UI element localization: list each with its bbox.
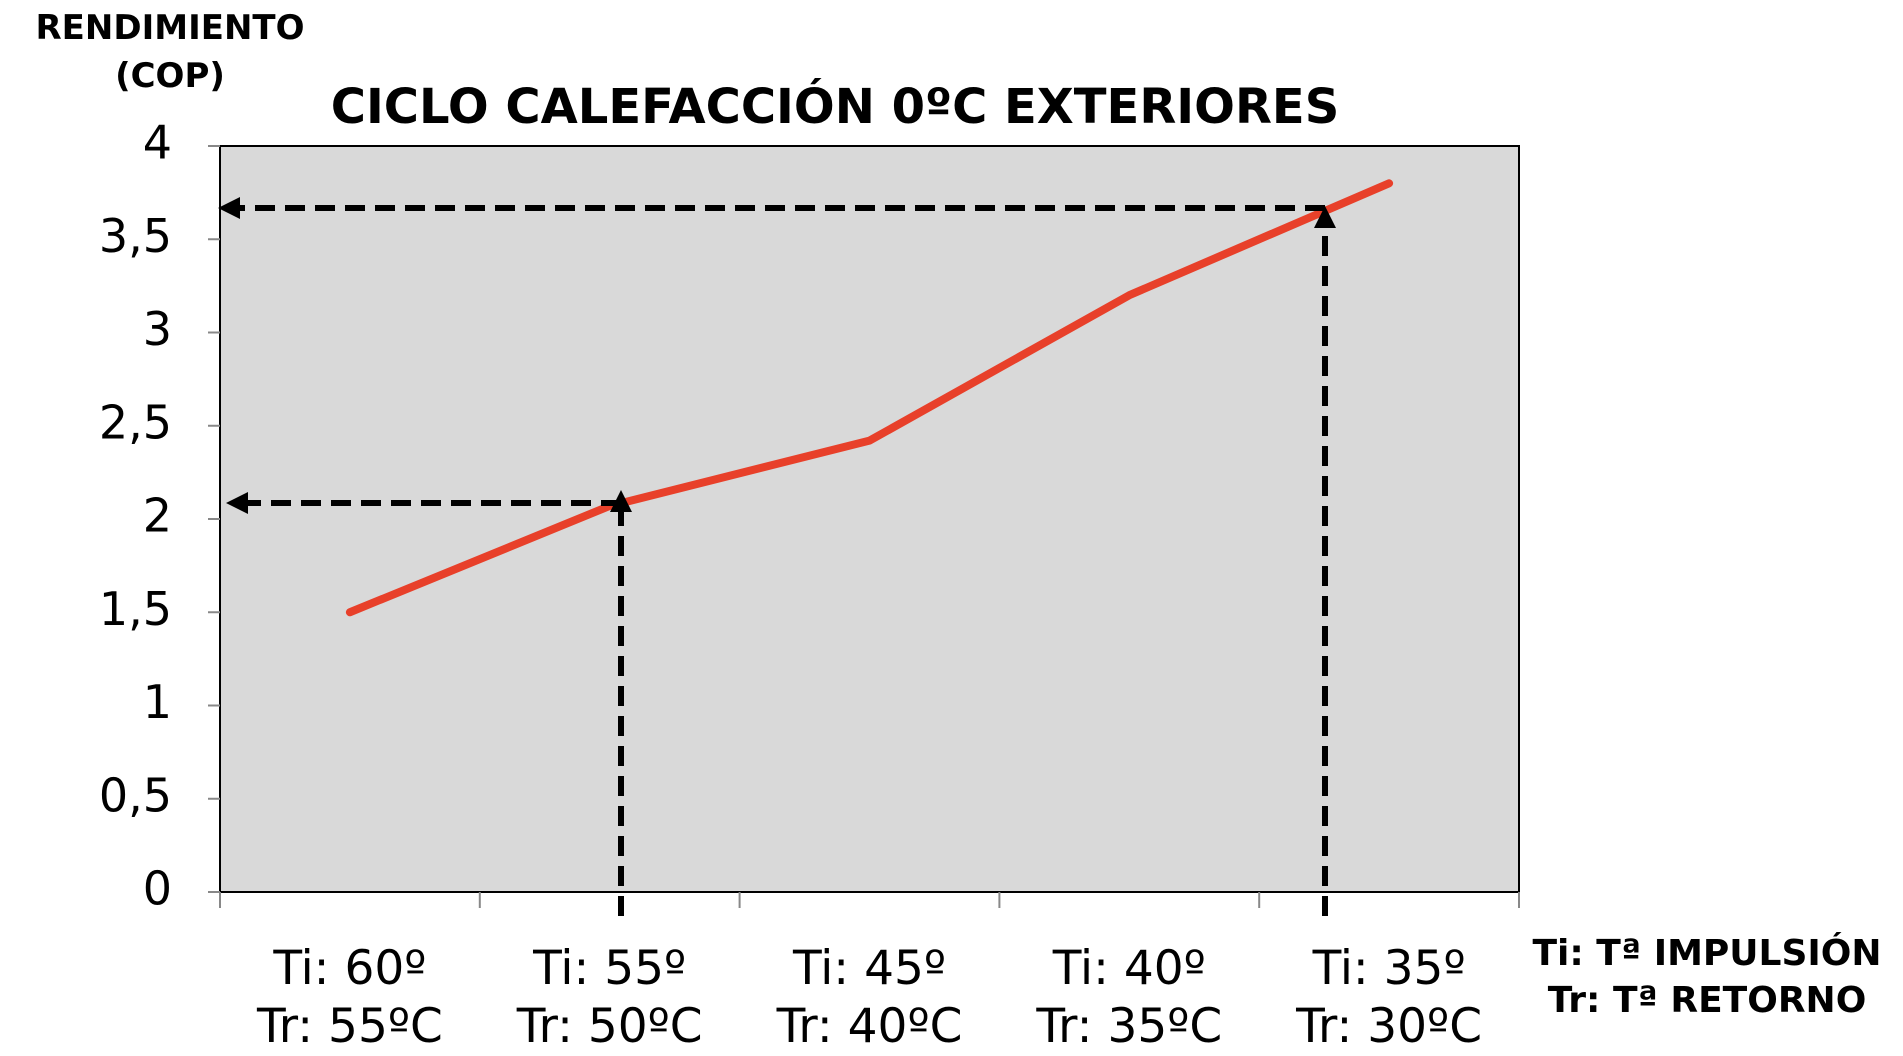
y-tick-label: 2,5 (99, 395, 172, 449)
plot-area (219, 145, 1520, 893)
arrow-heads (218, 197, 1336, 514)
y-tick-label: 4 (143, 116, 172, 170)
x-tick-label: Ti: 40º Tr: 35ºC (1036, 941, 1223, 1054)
legend-note: Ti: Tª IMPULSIÓN Tr: Tª RETORNO (1532, 933, 1882, 1021)
y-axis-label: RENDIMIENTO (COP) (35, 8, 305, 96)
arrow-head (610, 490, 632, 512)
y-tick-label: 0,5 (99, 768, 172, 822)
y-tick-label: 1,5 (99, 582, 172, 636)
y-tick-label: 1 (143, 675, 172, 729)
x-tick-label: Ti: 55º Tr: 50ºC (516, 941, 703, 1054)
x-tick-label: Ti: 60º Tr: 55ºC (256, 941, 443, 1054)
y-tick-label: 3 (143, 302, 172, 356)
chart-title: CICLO CALEFACCIÓN 0ºC EXTERIORES (331, 78, 1340, 135)
x-tick-label: Ti: 35º Tr: 30ºC (1296, 941, 1483, 1054)
annotation-arrows (234, 205, 1328, 916)
data-line (345, 179, 1394, 617)
arrow-head (1314, 206, 1336, 228)
y-tick-label: 2 (143, 489, 172, 543)
arrow-head (226, 492, 248, 514)
y-tick-label: 3,5 (99, 209, 172, 263)
x-tick-label: Ti: 45º Tr: 40ºC (776, 941, 963, 1054)
y-tick-label: 0 (143, 862, 172, 916)
arrow-head (218, 197, 240, 219)
